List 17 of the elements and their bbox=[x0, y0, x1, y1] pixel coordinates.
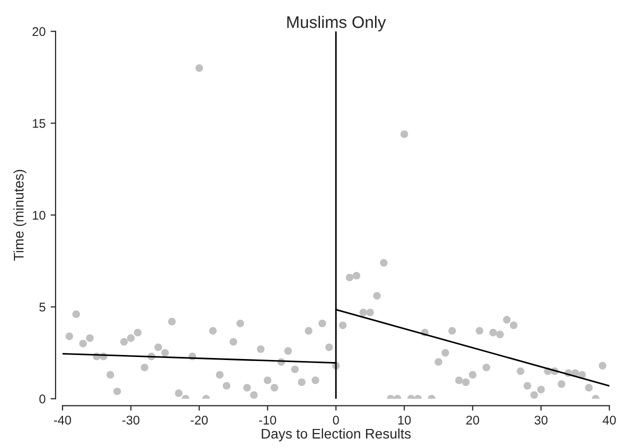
x-tick-label: 20 bbox=[466, 416, 480, 425]
y-tick-label: 15 bbox=[32, 119, 46, 128]
y-tick-label: 20 bbox=[32, 27, 46, 36]
y-tick-label: 10 bbox=[32, 210, 46, 220]
x-tick-label: 0 bbox=[332, 416, 339, 425]
x-axis-title: Days to Election Results bbox=[262, 428, 411, 442]
chart-title: Muslims Only bbox=[287, 16, 386, 32]
x-tick-label: -20 bbox=[190, 416, 208, 425]
x-tick-label: 10 bbox=[398, 416, 411, 425]
x-tick-label: 40 bbox=[602, 416, 616, 425]
x-tick-label: -40 bbox=[54, 416, 72, 425]
y-tick-label: 5 bbox=[39, 302, 46, 312]
x-tick-label: -10 bbox=[259, 416, 276, 425]
y-axis-title: Time (minutes) bbox=[13, 170, 26, 261]
x-tick-label: -30 bbox=[122, 416, 140, 425]
x-tick-label: 30 bbox=[534, 416, 548, 425]
y-tick-label: 0 bbox=[39, 394, 46, 404]
